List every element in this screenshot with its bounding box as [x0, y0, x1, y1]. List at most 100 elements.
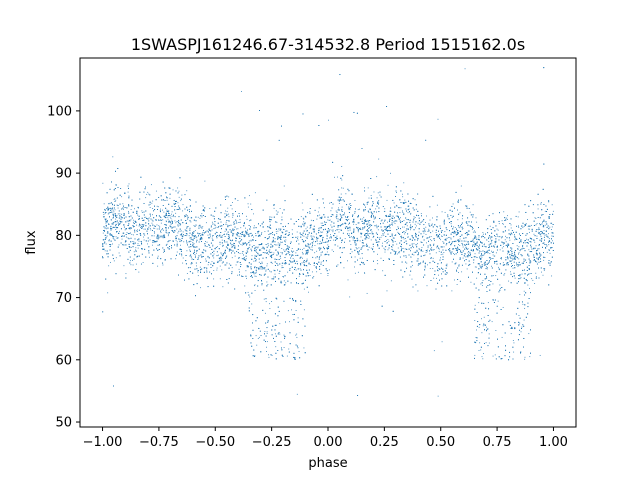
data-point	[108, 239, 110, 241]
data-point	[418, 231, 420, 233]
data-point	[297, 236, 299, 238]
data-point	[233, 233, 235, 235]
data-point	[337, 245, 339, 247]
data-point	[510, 333, 512, 335]
data-point	[165, 220, 167, 222]
data-point	[176, 241, 178, 243]
data-point	[199, 238, 201, 240]
data-point	[110, 228, 112, 230]
data-point	[233, 242, 235, 244]
data-point	[422, 220, 424, 222]
data-point	[375, 238, 377, 240]
data-point	[127, 237, 129, 239]
data-point	[138, 271, 140, 273]
data-point	[222, 245, 224, 247]
data-point	[189, 249, 191, 251]
data-point	[178, 196, 180, 198]
data-point	[363, 216, 365, 218]
data-point	[502, 306, 504, 308]
data-point	[206, 241, 208, 243]
data-point	[123, 208, 124, 210]
data-point	[312, 240, 314, 242]
data-point	[492, 258, 494, 259]
data-point	[524, 240, 526, 242]
data-point	[128, 183, 130, 185]
data-point	[482, 280, 484, 282]
data-point	[247, 203, 249, 205]
data-point	[231, 208, 233, 210]
data-point	[303, 288, 305, 290]
data-point	[241, 258, 243, 260]
data-point	[536, 254, 538, 256]
data-point	[438, 250, 440, 252]
data-point	[357, 271, 359, 273]
data-point	[323, 207, 325, 209]
data-point	[201, 213, 203, 215]
data-point	[358, 247, 360, 249]
data-point	[537, 248, 538, 250]
data-point	[283, 276, 285, 278]
data-point	[517, 248, 519, 250]
data-point	[523, 319, 525, 321]
data-point	[501, 220, 503, 222]
data-point	[488, 333, 490, 335]
data-point	[199, 233, 201, 235]
data-point	[326, 241, 328, 243]
data-point	[524, 358, 526, 360]
data-point	[130, 246, 132, 248]
data-point	[433, 277, 435, 279]
data-point	[341, 166, 343, 167]
data-point	[228, 234, 230, 236]
data-point	[341, 242, 342, 243]
data-point	[112, 209, 114, 211]
data-point	[404, 201, 406, 203]
data-point	[244, 227, 246, 229]
data-point	[358, 228, 360, 230]
data-point	[158, 225, 160, 227]
data-point	[204, 267, 206, 269]
data-point	[450, 223, 452, 225]
data-point	[522, 247, 524, 249]
data-point	[358, 222, 360, 224]
data-point	[343, 267, 345, 269]
data-point	[130, 209, 132, 210]
data-point	[435, 252, 437, 254]
data-point	[230, 244, 232, 246]
data-point	[502, 262, 504, 264]
data-point	[205, 222, 207, 224]
data-point	[277, 242, 279, 244]
data-point	[488, 256, 490, 258]
data-point	[513, 342, 515, 344]
data-point	[446, 229, 448, 231]
data-point	[348, 233, 350, 235]
data-point	[143, 219, 145, 221]
data-point	[436, 204, 438, 206]
data-point	[192, 242, 194, 243]
data-point	[491, 252, 493, 253]
data-point	[430, 245, 432, 247]
data-point	[303, 235, 305, 237]
data-point	[157, 206, 159, 208]
data-point	[475, 266, 477, 268]
data-point	[400, 217, 401, 219]
data-point	[256, 255, 258, 257]
data-point	[321, 242, 323, 244]
data-point	[174, 216, 176, 218]
data-point	[115, 225, 116, 226]
data-point	[377, 202, 379, 203]
data-point	[510, 260, 512, 262]
data-point	[177, 202, 179, 204]
data-point	[235, 233, 237, 235]
data-point	[320, 261, 322, 263]
data-point	[111, 202, 113, 204]
data-point	[239, 221, 241, 223]
data-point	[536, 257, 538, 259]
data-point	[266, 281, 268, 283]
data-point	[368, 228, 370, 229]
data-point	[375, 208, 377, 210]
data-point	[474, 253, 476, 255]
data-point	[533, 247, 534, 249]
data-point	[338, 229, 340, 230]
data-point	[441, 236, 443, 237]
data-point	[437, 395, 439, 397]
